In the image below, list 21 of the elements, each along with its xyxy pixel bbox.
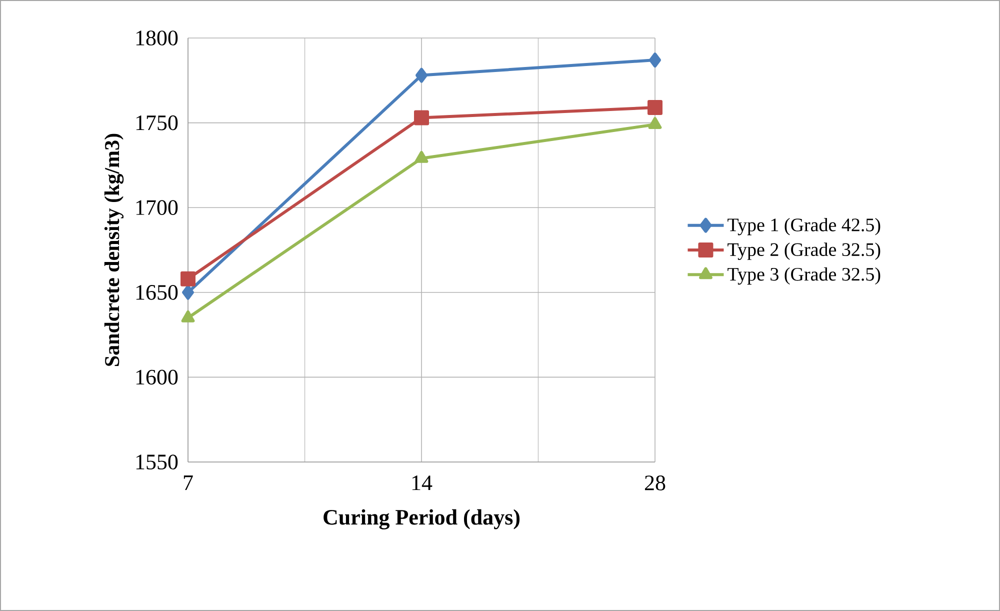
point bbox=[648, 100, 663, 116]
x-tick-label: 7 bbox=[184, 476, 193, 490]
point bbox=[416, 68, 428, 83]
legend-label: Type 2 (Grade 32.5) bbox=[728, 242, 880, 260]
point bbox=[181, 310, 195, 322]
legend-label: Type 3 (Grade 32.5) bbox=[728, 267, 880, 285]
legend-label: Type 1 (Grade 42.5) bbox=[728, 218, 880, 236]
y-tick-label: 1700 bbox=[136, 200, 178, 216]
y-tick-label: 1750 bbox=[136, 115, 178, 130]
y-tick-label: 1550 bbox=[136, 454, 178, 470]
point bbox=[649, 52, 662, 68]
y-tick-label: 1800 bbox=[136, 30, 178, 46]
x-tick-label: 14 bbox=[412, 476, 432, 490]
y-tick-label: 1600 bbox=[136, 370, 178, 385]
point bbox=[182, 284, 194, 300]
y-axis-title: Sandcrete density (kg/m3) bbox=[104, 134, 124, 366]
x-tick-label: 28 bbox=[644, 476, 666, 490]
point bbox=[180, 271, 196, 286]
point bbox=[414, 110, 430, 126]
x-axis-title: Curing Period (days) bbox=[324, 509, 520, 530]
y-tick-label: 1650 bbox=[136, 284, 178, 300]
